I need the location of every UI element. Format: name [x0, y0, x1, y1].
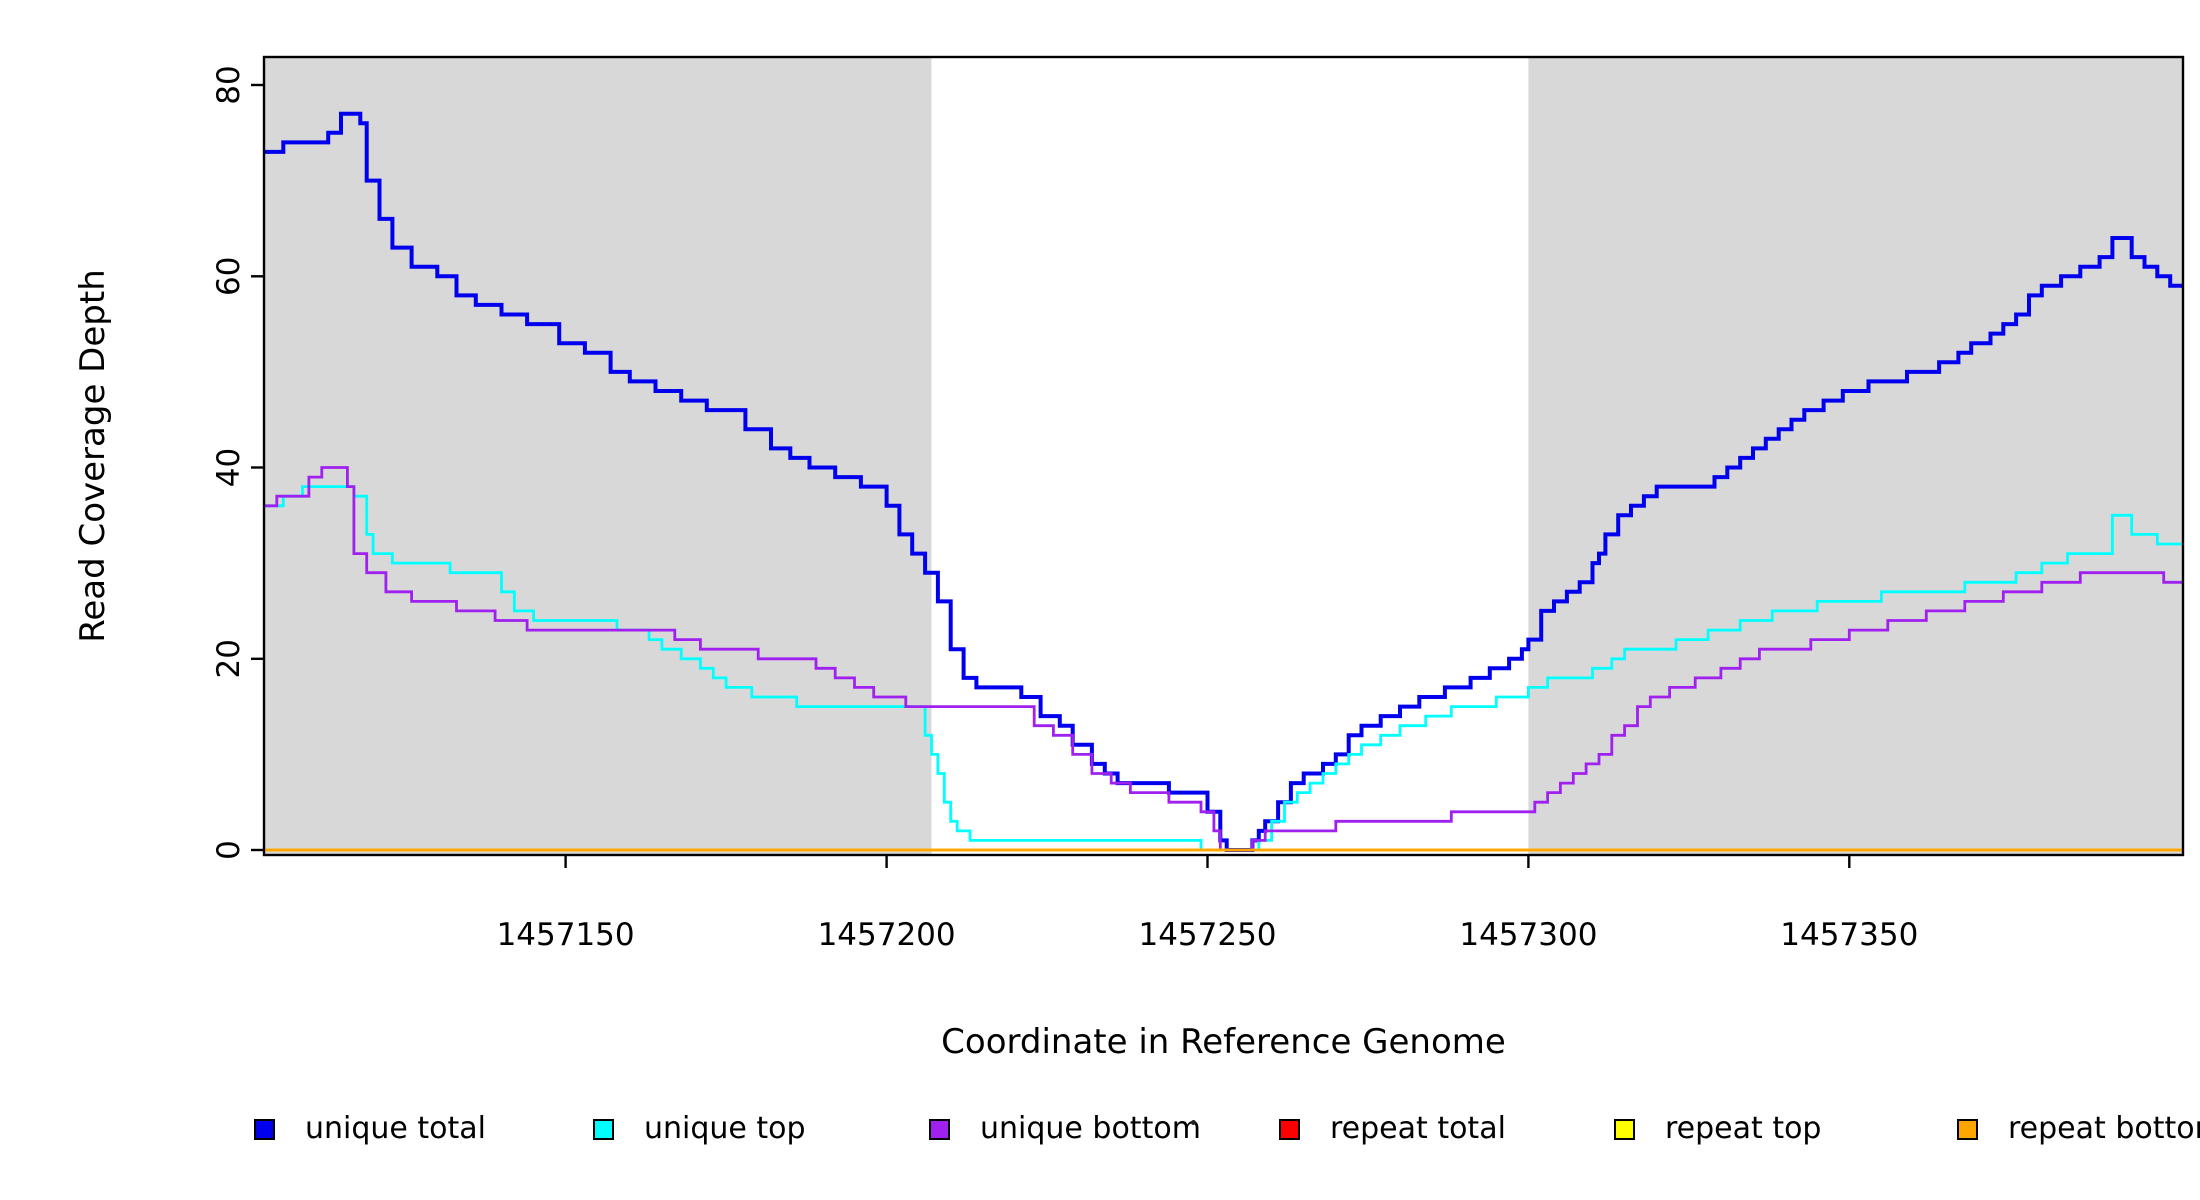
y-axis-tick-label: 0	[211, 840, 247, 860]
shaded-region-1	[264, 57, 932, 855]
legend-item-unique-top: unique top	[593, 1112, 806, 1146]
legend-swatch-unique-bottom	[929, 1118, 950, 1140]
legend-swatch-repeat-bottom	[1957, 1118, 1978, 1140]
x-axis-tick-label: 1457350	[1780, 917, 1918, 953]
legend-swatch-unique-top	[593, 1118, 614, 1140]
legend-item-unique-bottom: unique bottom	[929, 1112, 1201, 1146]
legend-label-unique-bottom: unique bottom	[980, 1111, 1201, 1146]
legend-label-repeat-bottom: repeat bottom	[2008, 1111, 2200, 1146]
x-axis-tick-label: 1457150	[497, 917, 635, 953]
legend-item-repeat-top: repeat top	[1614, 1112, 1821, 1146]
plot-border	[262, 55, 2185, 857]
legend-label-unique-top: unique top	[644, 1111, 806, 1146]
x-axis-tick-label: 1457300	[1459, 917, 1597, 953]
legend-swatch-repeat-top	[1614, 1118, 1635, 1140]
legend-label-unique-total: unique total	[305, 1111, 487, 1146]
shaded-region-2	[1528, 57, 2183, 855]
x-axis-tick-label: 1457250	[1138, 917, 1276, 953]
legend-item-unique-total: unique total	[254, 1112, 486, 1146]
y-axis-tick-label: 60	[211, 257, 247, 296]
y-axis-tick-label: 20	[211, 639, 247, 678]
stray-mark	[1191, 1120, 1196, 1125]
legend-swatch-repeat-total	[1279, 1118, 1300, 1140]
legend-label-repeat-top: repeat top	[1665, 1111, 1822, 1146]
series-unique-top	[264, 485, 2183, 852]
legend-swatch-unique-total	[254, 1118, 275, 1140]
x-axis-title: Coordinate in Reference Genome	[941, 1022, 1506, 1062]
legend-label-repeat-total: repeat total	[1330, 1111, 1506, 1146]
legend: unique total unique top unique bottom repea…	[0, 1112, 2200, 1148]
series-unique-bottom	[264, 466, 2183, 852]
legend-item-repeat-bottom: repeat bottom	[1957, 1112, 2200, 1146]
y-axis-title: Read Coverage Depth	[73, 269, 113, 643]
series-unique-total	[264, 111, 2183, 852]
legend-item-repeat-total: repeat total	[1279, 1112, 1506, 1146]
x-axis-tick-label: 1457200	[818, 917, 956, 953]
y-axis-tick-label: 40	[211, 448, 247, 487]
y-axis-tick-label: 80	[211, 65, 247, 104]
